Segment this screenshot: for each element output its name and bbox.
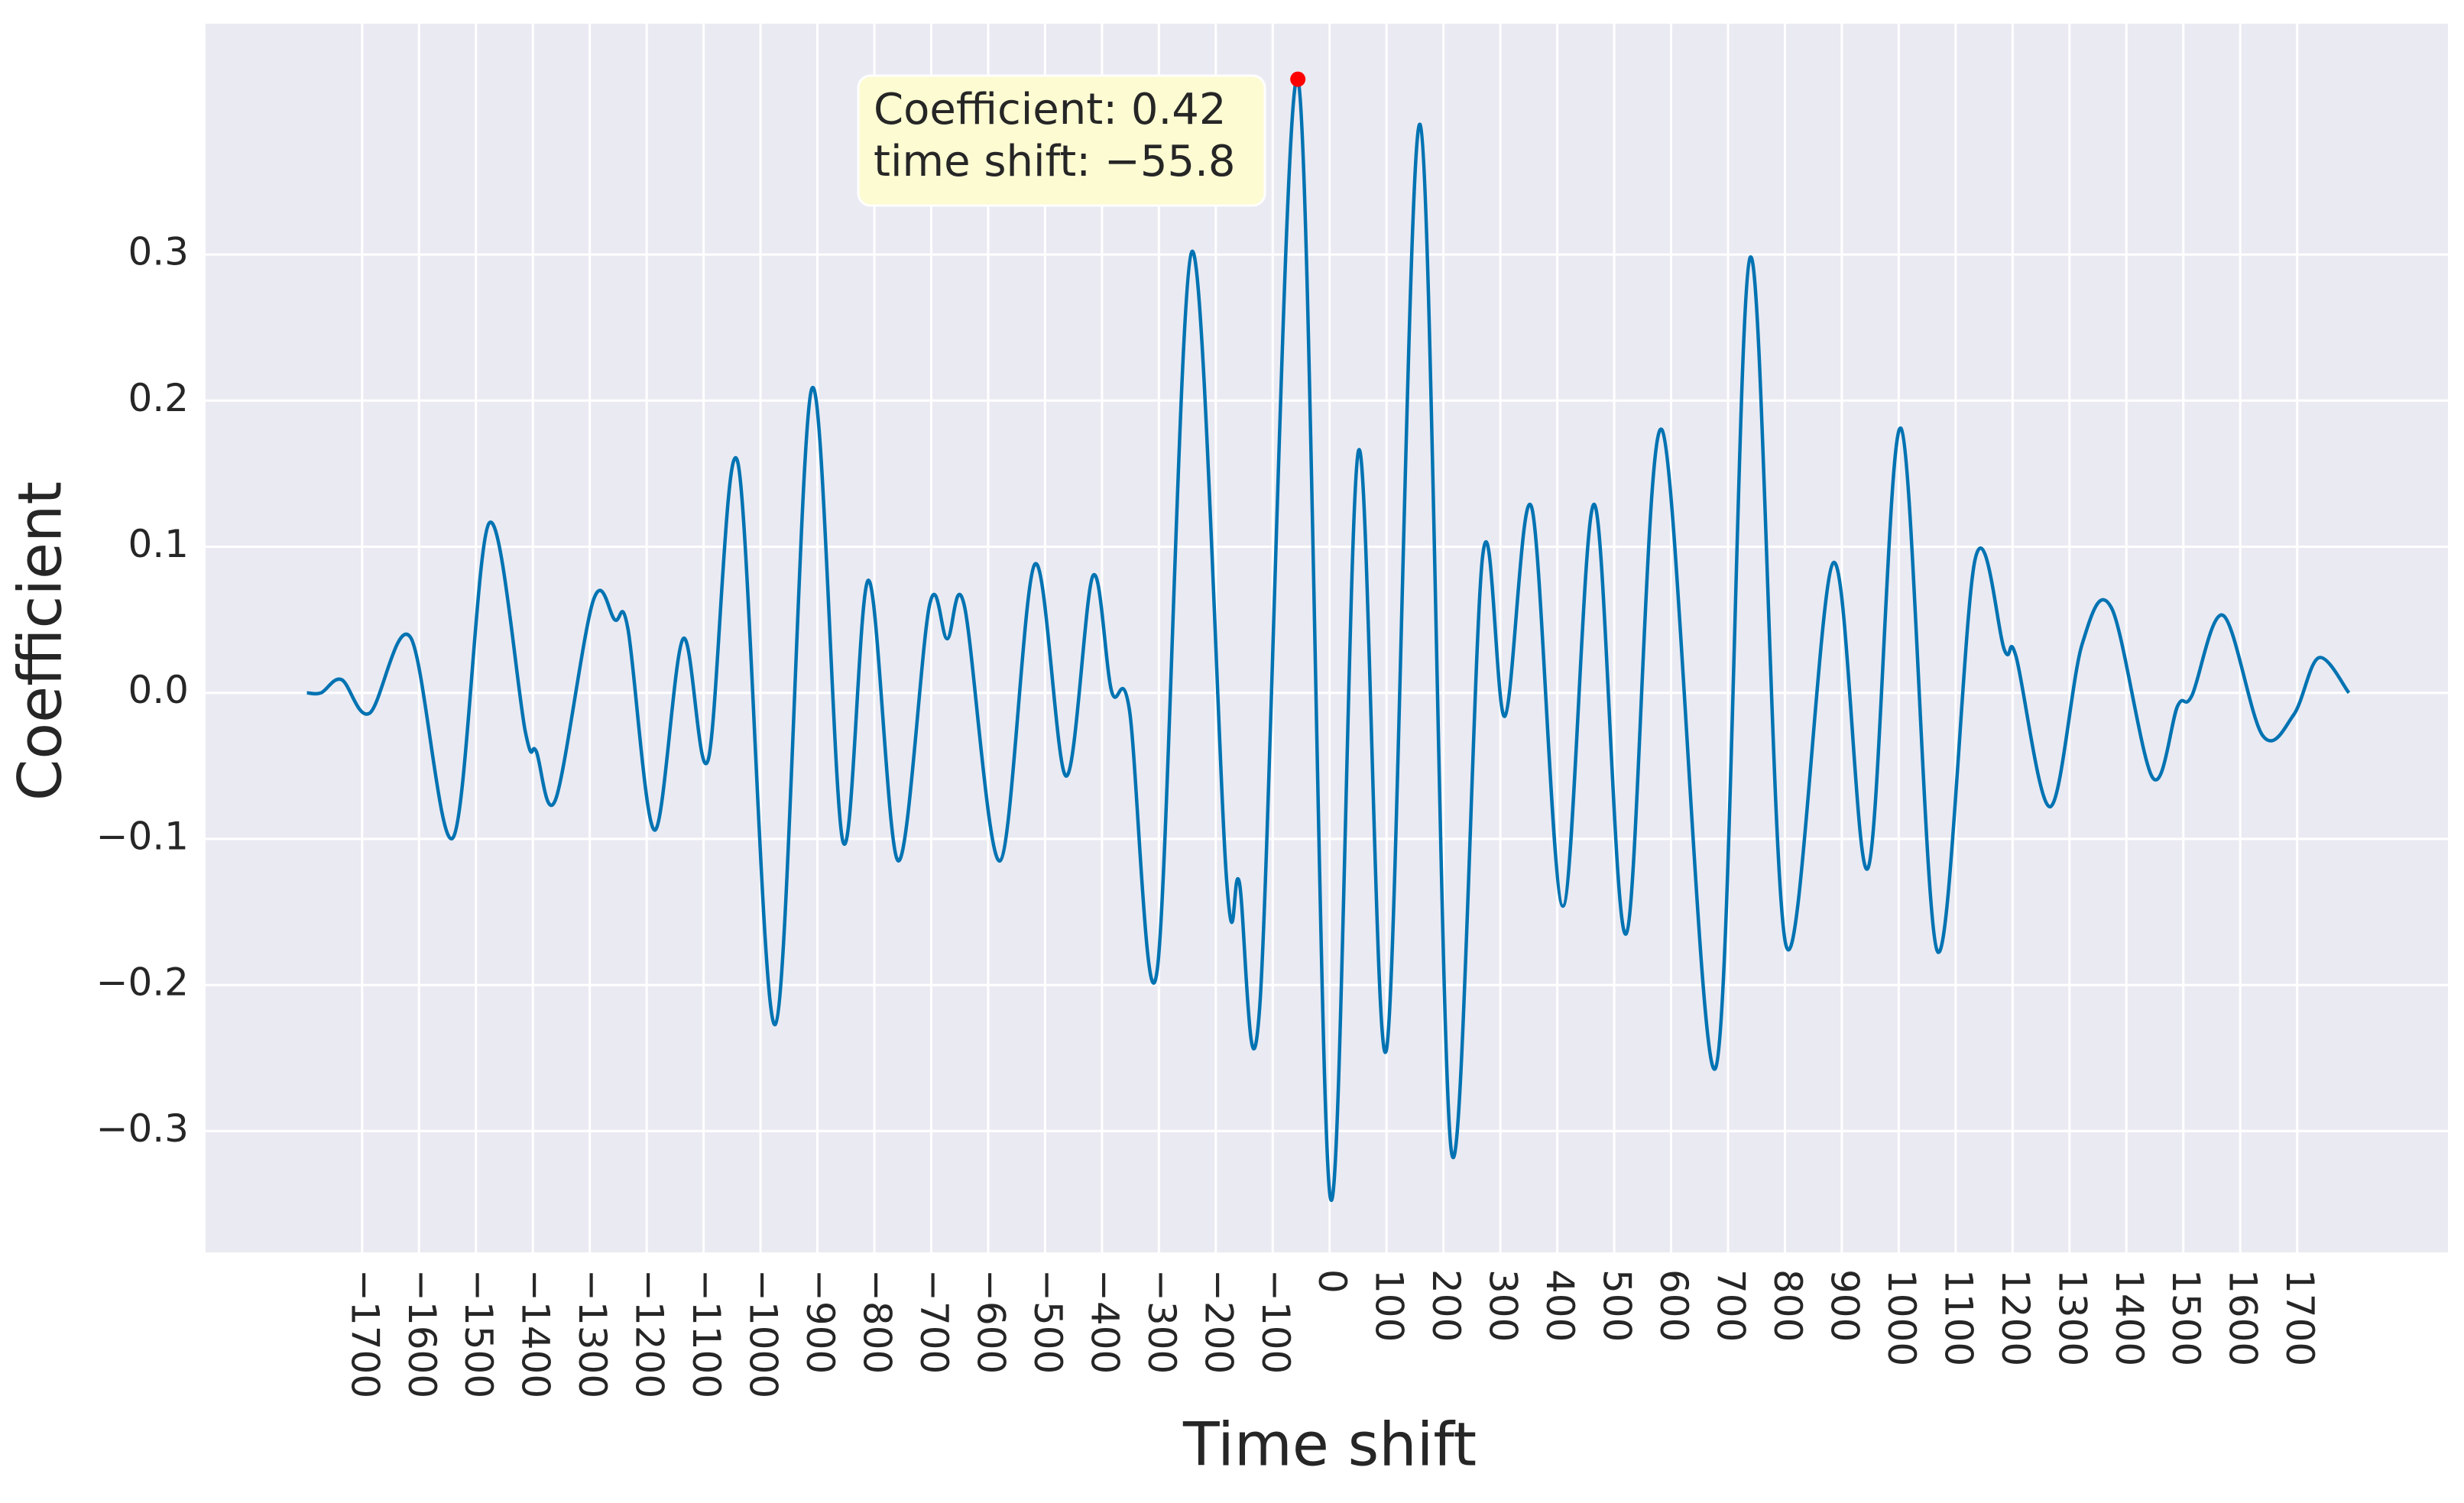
x-tick-label: −1600 xyxy=(400,1269,444,1398)
x-tick-label: 700 xyxy=(1708,1269,1752,1342)
x-tick-label: 1200 xyxy=(1993,1269,2038,1366)
plot-area xyxy=(206,24,2448,1252)
y-tick-label: 0.1 xyxy=(128,522,189,566)
annotation-text: Coefficient: 0.42 xyxy=(874,85,1227,134)
x-tick-label: −1200 xyxy=(627,1269,672,1398)
x-tick-label: −1500 xyxy=(456,1269,501,1398)
x-tick-label: −700 xyxy=(912,1269,956,1374)
y-tick-label: 0.3 xyxy=(128,230,189,274)
x-tick-label: −1700 xyxy=(342,1269,387,1398)
x-tick-label: −500 xyxy=(1026,1269,1070,1374)
x-tick-label: −200 xyxy=(1196,1269,1240,1374)
x-tick-label: −100 xyxy=(1253,1269,1298,1374)
x-tick-label: 100 xyxy=(1367,1269,1412,1342)
y-tick-label: −0.3 xyxy=(96,1106,189,1151)
x-tick-label: 400 xyxy=(1538,1269,1582,1342)
x-tick-label: −1400 xyxy=(514,1269,558,1398)
y-tick-label: 0.0 xyxy=(128,668,189,712)
highlight-point xyxy=(1290,71,1306,87)
x-tick-label: 300 xyxy=(1481,1269,1525,1342)
x-tick-label: 1000 xyxy=(1879,1269,1924,1366)
x-tick-label: −600 xyxy=(968,1269,1013,1374)
x-tick-label: 1500 xyxy=(2164,1269,2208,1366)
x-tick-label: −400 xyxy=(1082,1269,1127,1374)
y-tick-label: 0.2 xyxy=(128,376,189,420)
x-tick-label: 1400 xyxy=(2107,1269,2151,1366)
x-tick-label: 600 xyxy=(1652,1269,1696,1342)
x-tick-label: −300 xyxy=(1140,1269,1184,1374)
grid xyxy=(206,24,2448,1252)
x-axis-label: Time shift xyxy=(1182,1411,1477,1479)
x-tick-label: 0 xyxy=(1310,1269,1354,1294)
y-tick-label: −0.1 xyxy=(96,814,189,858)
annotation-box xyxy=(857,74,1266,207)
x-tick-label: −1100 xyxy=(684,1269,728,1398)
x-tick-label: 200 xyxy=(1424,1269,1468,1342)
x-tick-label: 900 xyxy=(1822,1269,1866,1342)
x-tick-label: 1100 xyxy=(1936,1269,1980,1366)
x-tick-label: 1600 xyxy=(2221,1269,2265,1366)
x-tick-label: −1000 xyxy=(741,1269,786,1398)
x-tick-label: 1300 xyxy=(2050,1269,2094,1366)
y-tick-label: −0.2 xyxy=(96,960,189,1005)
x-tick-label: −1300 xyxy=(570,1269,614,1398)
line xyxy=(306,76,2351,1202)
annotation-text: time shift: −55.8 xyxy=(874,137,1236,186)
x-tick-label: 1700 xyxy=(2278,1269,2322,1366)
x-tick-label: 800 xyxy=(1765,1269,1810,1342)
x-tick-label: −800 xyxy=(854,1269,899,1374)
x-tick-label: −900 xyxy=(798,1269,842,1374)
y-axis-label: Coefficient xyxy=(6,481,75,801)
x-tick-label: 500 xyxy=(1595,1269,1639,1342)
